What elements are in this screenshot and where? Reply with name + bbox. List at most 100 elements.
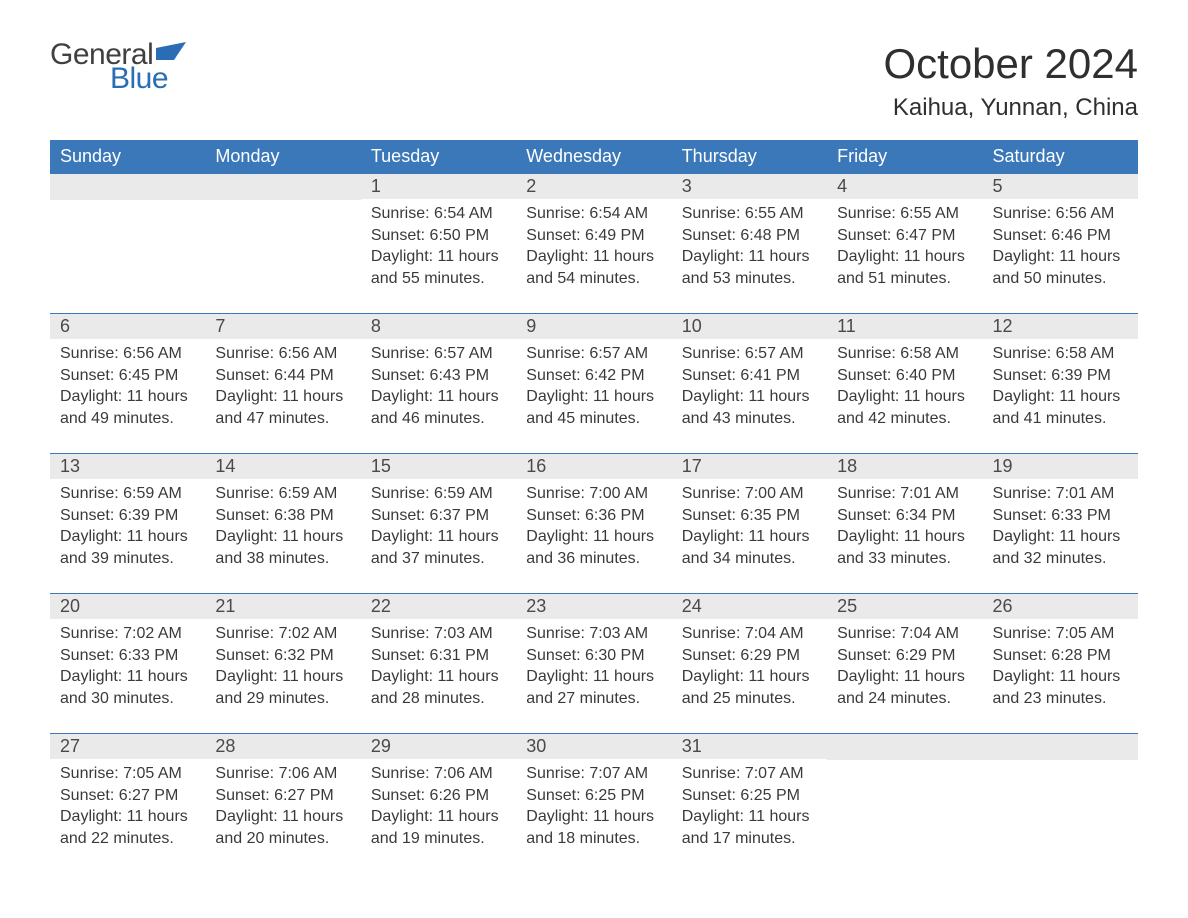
sunset-line: Sunset: 6:40 PM	[837, 365, 972, 387]
calendar-day-cell	[50, 174, 205, 314]
calendar-day-cell: 14Sunrise: 6:59 AMSunset: 6:38 PMDayligh…	[205, 454, 360, 594]
day-content	[50, 200, 205, 214]
sunrise-line: Sunrise: 7:01 AM	[837, 483, 972, 505]
sunset-line: Sunset: 6:45 PM	[60, 365, 195, 387]
day-number: 31	[672, 734, 827, 759]
weekday-header: Saturday	[983, 140, 1138, 174]
sunset-line: Sunset: 6:28 PM	[993, 645, 1128, 667]
daylight-line: Daylight: 11 hours and 47 minutes.	[215, 386, 350, 429]
day-number: 8	[361, 314, 516, 339]
day-number: 19	[983, 454, 1138, 479]
daylight-line: Daylight: 11 hours and 43 minutes.	[682, 386, 817, 429]
logo-flag-icon	[156, 42, 186, 64]
sunset-line: Sunset: 6:48 PM	[682, 225, 817, 247]
daylight-line: Daylight: 11 hours and 51 minutes.	[837, 246, 972, 289]
daylight-line: Daylight: 11 hours and 32 minutes.	[993, 526, 1128, 569]
sunset-line: Sunset: 6:47 PM	[837, 225, 972, 247]
sunrise-line: Sunrise: 6:55 AM	[837, 203, 972, 225]
sunrise-line: Sunrise: 6:56 AM	[215, 343, 350, 365]
day-content: Sunrise: 7:06 AMSunset: 6:27 PMDaylight:…	[205, 759, 360, 859]
calendar-week-row: 6Sunrise: 6:56 AMSunset: 6:45 PMDaylight…	[50, 314, 1138, 454]
day-number	[205, 174, 360, 200]
day-content	[827, 760, 982, 774]
calendar-day-cell: 16Sunrise: 7:00 AMSunset: 6:36 PMDayligh…	[516, 454, 671, 594]
calendar-day-cell	[983, 734, 1138, 874]
day-number: 27	[50, 734, 205, 759]
sunrise-line: Sunrise: 6:57 AM	[371, 343, 506, 365]
day-number: 30	[516, 734, 671, 759]
day-content: Sunrise: 6:56 AMSunset: 6:45 PMDaylight:…	[50, 339, 205, 439]
sunset-line: Sunset: 6:41 PM	[682, 365, 817, 387]
calendar-day-cell: 30Sunrise: 7:07 AMSunset: 6:25 PMDayligh…	[516, 734, 671, 874]
day-number: 24	[672, 594, 827, 619]
day-number: 4	[827, 174, 982, 199]
day-content: Sunrise: 6:57 AMSunset: 6:43 PMDaylight:…	[361, 339, 516, 439]
calendar-day-cell: 29Sunrise: 7:06 AMSunset: 6:26 PMDayligh…	[361, 734, 516, 874]
day-number: 3	[672, 174, 827, 199]
calendar-week-row: 1Sunrise: 6:54 AMSunset: 6:50 PMDaylight…	[50, 174, 1138, 314]
sunrise-line: Sunrise: 6:54 AM	[526, 203, 661, 225]
calendar-day-cell: 7 Sunrise: 6:56 AMSunset: 6:44 PMDaylight…	[205, 314, 360, 454]
sunset-line: Sunset: 6:35 PM	[682, 505, 817, 527]
calendar-table: SundayMondayTuesdayWednesdayThursdayFrid…	[50, 140, 1138, 874]
calendar-day-cell: 6Sunrise: 6:56 AMSunset: 6:45 PMDaylight…	[50, 314, 205, 454]
daylight-line: Daylight: 11 hours and 42 minutes.	[837, 386, 972, 429]
daylight-line: Daylight: 11 hours and 22 minutes.	[60, 806, 195, 849]
day-number: 7	[205, 314, 360, 339]
calendar-day-cell	[827, 734, 982, 874]
day-number: 10	[672, 314, 827, 339]
daylight-line: Daylight: 11 hours and 36 minutes.	[526, 526, 661, 569]
day-number: 22	[361, 594, 516, 619]
day-content: Sunrise: 6:57 AMSunset: 6:41 PMDaylight:…	[672, 339, 827, 439]
day-content	[205, 200, 360, 214]
sunrise-line: Sunrise: 7:04 AM	[837, 623, 972, 645]
logo: General Blue	[50, 40, 186, 94]
day-number	[827, 734, 982, 760]
calendar-day-cell: 1Sunrise: 6:54 AMSunset: 6:50 PMDaylight…	[361, 174, 516, 314]
sunset-line: Sunset: 6:29 PM	[682, 645, 817, 667]
day-number: 25	[827, 594, 982, 619]
day-content: Sunrise: 6:59 AMSunset: 6:38 PMDaylight:…	[205, 479, 360, 579]
page-title: October 2024	[883, 40, 1138, 88]
sunrise-line: Sunrise: 7:01 AM	[993, 483, 1128, 505]
sunset-line: Sunset: 6:32 PM	[215, 645, 350, 667]
daylight-line: Daylight: 11 hours and 30 minutes.	[60, 666, 195, 709]
daylight-line: Daylight: 11 hours and 29 minutes.	[215, 666, 350, 709]
sunset-line: Sunset: 6:42 PM	[526, 365, 661, 387]
sunset-line: Sunset: 6:27 PM	[215, 785, 350, 807]
day-content: Sunrise: 7:04 AMSunset: 6:29 PMDaylight:…	[827, 619, 982, 719]
calendar-day-cell: 23Sunrise: 7:03 AMSunset: 6:30 PMDayligh…	[516, 594, 671, 734]
calendar-day-cell: 15Sunrise: 6:59 AMSunset: 6:37 PMDayligh…	[361, 454, 516, 594]
daylight-line: Daylight: 11 hours and 38 minutes.	[215, 526, 350, 569]
sunrise-line: Sunrise: 6:59 AM	[371, 483, 506, 505]
sunset-line: Sunset: 6:25 PM	[526, 785, 661, 807]
calendar-day-cell: 2Sunrise: 6:54 AMSunset: 6:49 PMDaylight…	[516, 174, 671, 314]
daylight-line: Daylight: 11 hours and 45 minutes.	[526, 386, 661, 429]
sunset-line: Sunset: 6:39 PM	[60, 505, 195, 527]
day-content: Sunrise: 6:54 AMSunset: 6:49 PMDaylight:…	[516, 199, 671, 299]
sunset-line: Sunset: 6:43 PM	[371, 365, 506, 387]
calendar-week-row: 13Sunrise: 6:59 AMSunset: 6:39 PMDayligh…	[50, 454, 1138, 594]
sunrise-line: Sunrise: 7:03 AM	[526, 623, 661, 645]
sunset-line: Sunset: 6:30 PM	[526, 645, 661, 667]
day-content: Sunrise: 7:03 AMSunset: 6:30 PMDaylight:…	[516, 619, 671, 719]
day-content: Sunrise: 6:56 AMSunset: 6:46 PMDaylight:…	[983, 199, 1138, 299]
weekday-header: Sunday	[50, 140, 205, 174]
daylight-line: Daylight: 11 hours and 18 minutes.	[526, 806, 661, 849]
sunset-line: Sunset: 6:49 PM	[526, 225, 661, 247]
daylight-line: Daylight: 11 hours and 49 minutes.	[60, 386, 195, 429]
calendar-day-cell: 8Sunrise: 6:57 AMSunset: 6:43 PMDaylight…	[361, 314, 516, 454]
day-content: Sunrise: 7:03 AMSunset: 6:31 PMDaylight:…	[361, 619, 516, 719]
day-number: 28	[205, 734, 360, 759]
day-number: 11	[827, 314, 982, 339]
daylight-line: Daylight: 11 hours and 27 minutes.	[526, 666, 661, 709]
calendar-day-cell: 10Sunrise: 6:57 AMSunset: 6:41 PMDayligh…	[672, 314, 827, 454]
daylight-line: Daylight: 11 hours and 41 minutes.	[993, 386, 1128, 429]
calendar-day-cell: 9Sunrise: 6:57 AMSunset: 6:42 PMDaylight…	[516, 314, 671, 454]
day-number: 9	[516, 314, 671, 339]
sunset-line: Sunset: 6:44 PM	[215, 365, 350, 387]
sunrise-line: Sunrise: 7:02 AM	[60, 623, 195, 645]
header: General Blue October 2024 Kaihua, Yunnan…	[50, 40, 1138, 122]
day-content: Sunrise: 6:55 AMSunset: 6:47 PMDaylight:…	[827, 199, 982, 299]
sunset-line: Sunset: 6:29 PM	[837, 645, 972, 667]
